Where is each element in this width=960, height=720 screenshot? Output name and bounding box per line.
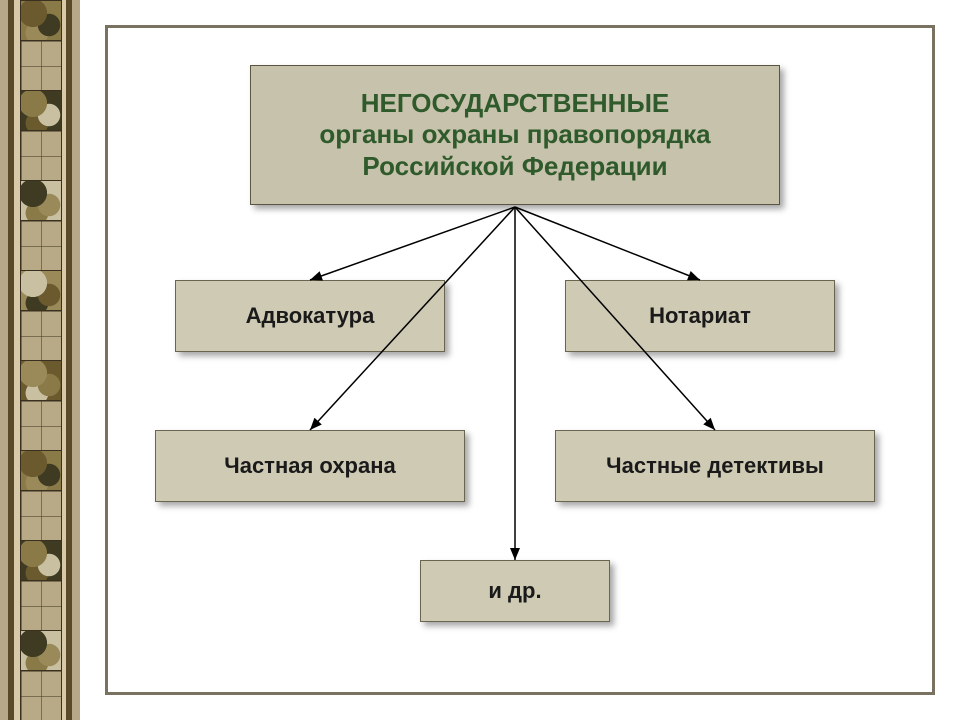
node-label-notariat: Нотариат	[649, 303, 751, 329]
root-line-0: НЕГОСУДАРСТВЕННЫЕ	[361, 88, 670, 119]
node-label-idr: и др.	[488, 578, 541, 604]
node-label-ohrana: Частная охрана	[224, 453, 396, 479]
node-detektivy: Частные детективы	[555, 430, 875, 502]
root-line-1: органы охраны правопорядка	[319, 119, 710, 150]
root-line-2: Российской Федерации	[362, 151, 667, 182]
root-box: НЕГОСУДАРСТВЕННЫЕорганы охраны правопоря…	[250, 65, 780, 205]
node-idr: и др.	[420, 560, 610, 622]
stage: НЕГОСУДАРСТВЕННЫЕорганы охраны правопоря…	[0, 0, 960, 720]
node-notariat: Нотариат	[565, 280, 835, 352]
sidebar-ribbon	[0, 0, 80, 720]
node-label-detektivy: Частные детективы	[606, 453, 824, 479]
node-ohrana: Частная охрана	[155, 430, 465, 502]
node-label-advokatura: Адвокатура	[246, 303, 375, 329]
node-advokatura: Адвокатура	[175, 280, 445, 352]
